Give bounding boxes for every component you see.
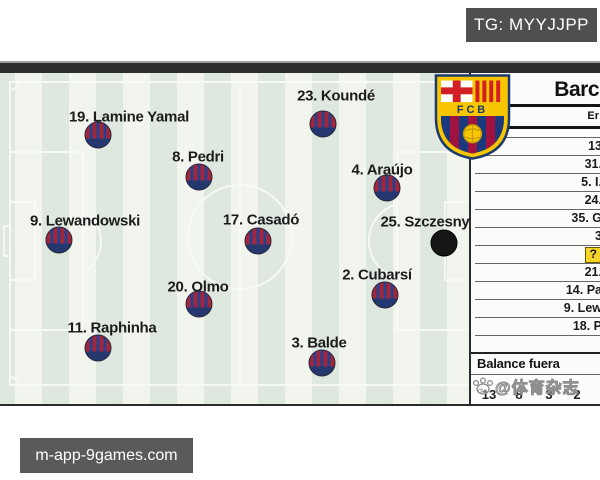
player-dot — [45, 226, 73, 254]
player-dot — [84, 334, 112, 362]
squad-row: 5. I. — [475, 174, 600, 192]
player-label: 8. Pedri — [172, 148, 224, 166]
squad-row: 13 — [475, 138, 600, 156]
doubt-badge: ? — [584, 247, 600, 263]
squad-row: 24. — [475, 192, 600, 210]
squad-row: 35. G — [475, 210, 600, 228]
squad-row: 3 — [475, 228, 600, 246]
divider — [471, 126, 600, 129]
goalkeeper-dot — [430, 229, 458, 257]
player-dot — [185, 163, 213, 191]
panel-title: Barc — [554, 78, 599, 101]
player-label: 25. Szczesny — [380, 213, 470, 231]
balance-value: 2 — [573, 387, 581, 402]
watermark-sub: du — [478, 388, 486, 395]
player-label: 3. Balde — [291, 334, 347, 352]
player-label: 20. Olmo — [167, 278, 229, 296]
crest-letters: FCB — [457, 104, 488, 116]
fcb-crest: FCB — [434, 74, 511, 160]
player-dot — [308, 349, 336, 377]
squad-row: 21. — [475, 264, 600, 282]
balance-value: 3 — [545, 387, 553, 402]
squad-row: 18. P — [475, 318, 600, 336]
player-label: 11. Raphinha — [67, 319, 157, 337]
squad-row: 31. — [475, 156, 600, 174]
squad-row: 14. Pa — [475, 282, 600, 300]
balance-value: 8 — [515, 387, 523, 402]
player-dot — [185, 290, 213, 318]
player-label: 9. Lewandowski — [30, 212, 140, 230]
telegram-watermark: TG: MYYJJPP — [466, 8, 597, 42]
player-label: 17. Casadó — [222, 211, 300, 229]
balance-heading: Balance fuera — [477, 356, 560, 371]
player-dot — [371, 281, 399, 309]
player-label: 19. Lamine Yamal — [69, 108, 189, 126]
player-label: 2. Cubarsí — [342, 266, 412, 284]
squad-list: 13 31. 5. I. 24. 35. G 3 ? 21. 14. Pa 9.… — [475, 137, 600, 336]
squad-row: 9. Lew — [475, 300, 600, 318]
player-dot — [84, 121, 112, 149]
squad-row-doubt: ? — [475, 246, 600, 264]
divider — [471, 104, 600, 107]
player-dot — [309, 110, 337, 138]
player-dot — [244, 227, 272, 255]
player-label: 4. Araújo — [351, 161, 413, 179]
player-dot — [373, 174, 401, 202]
bottom-frame-bar — [0, 404, 600, 406]
panel-subheader: Er — [587, 110, 599, 122]
divider — [471, 352, 600, 354]
team-stats-panel: Barc Er 13 31. 5. I. 24. 35. G 3 ? 21. 1… — [469, 73, 600, 404]
divider — [471, 374, 600, 375]
top-frame-bar — [0, 61, 600, 73]
player-label: 23. Koundé — [297, 87, 375, 105]
site-watermark: m-app-9games.com — [20, 438, 193, 473]
